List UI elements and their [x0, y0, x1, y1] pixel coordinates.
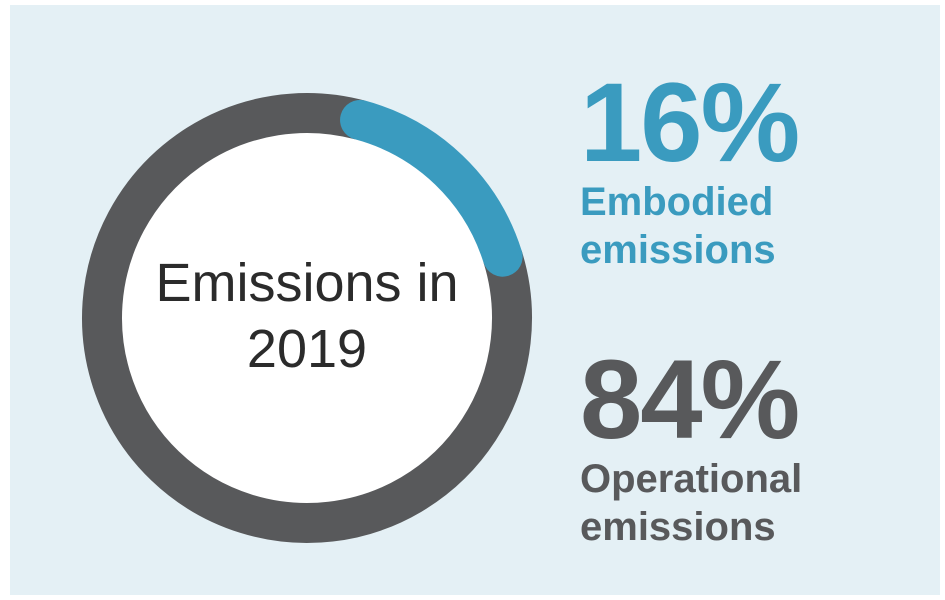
- legend-label: Embodied emissions: [580, 180, 776, 272]
- legend-item: 16% Embodied emissions: [580, 60, 900, 274]
- chart-title: Emissions in 2019: [155, 253, 459, 379]
- donut-hole: [121, 132, 493, 504]
- value-label: 84%: [580, 337, 800, 462]
- donut-segment: [340, 99, 523, 277]
- value-label: 16%: [580, 60, 800, 185]
- donut-segment: [82, 93, 532, 543]
- legend-item: 84% Operational emissions: [580, 337, 900, 551]
- legend-label: Operational emissions: [580, 457, 803, 549]
